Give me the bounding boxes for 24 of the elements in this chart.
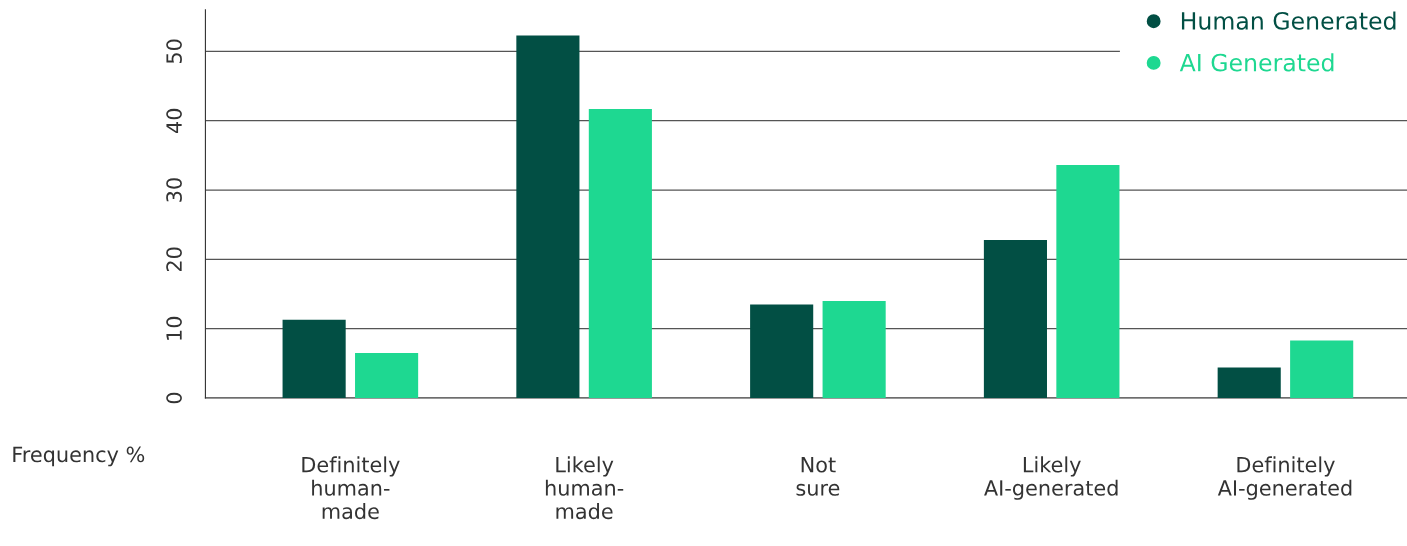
legend-label: AI Generated	[1179, 53, 1334, 72]
bar	[983, 239, 1047, 399]
x-tick-label: Likely AI-generated	[984, 456, 1118, 500]
bar	[1217, 367, 1281, 399]
y-tick-label: 50	[166, 39, 182, 64]
y-tick-label: 10	[166, 316, 182, 340]
bar	[1056, 165, 1120, 399]
bar	[1290, 340, 1354, 399]
y-tick-label: 30	[166, 178, 182, 202]
bar	[822, 300, 886, 399]
bar	[355, 352, 419, 399]
bar	[750, 304, 814, 399]
x-tick-label: Definitely AI-generated	[1217, 456, 1352, 500]
y-tick-label: 20	[166, 247, 182, 272]
y-tick-label: 40	[166, 108, 182, 133]
x-tick-label: Not sure	[796, 457, 840, 496]
bar	[516, 35, 580, 399]
x-tick-label: Definitely human- made	[302, 456, 400, 520]
bar	[282, 319, 346, 399]
y-tick-label: 0	[166, 392, 182, 404]
bar	[588, 108, 652, 399]
legend-label: Human Generated	[1181, 11, 1396, 30]
y-axis-title: Frequency %	[13, 446, 145, 467]
x-tick-label: Likely human- made	[545, 456, 624, 520]
